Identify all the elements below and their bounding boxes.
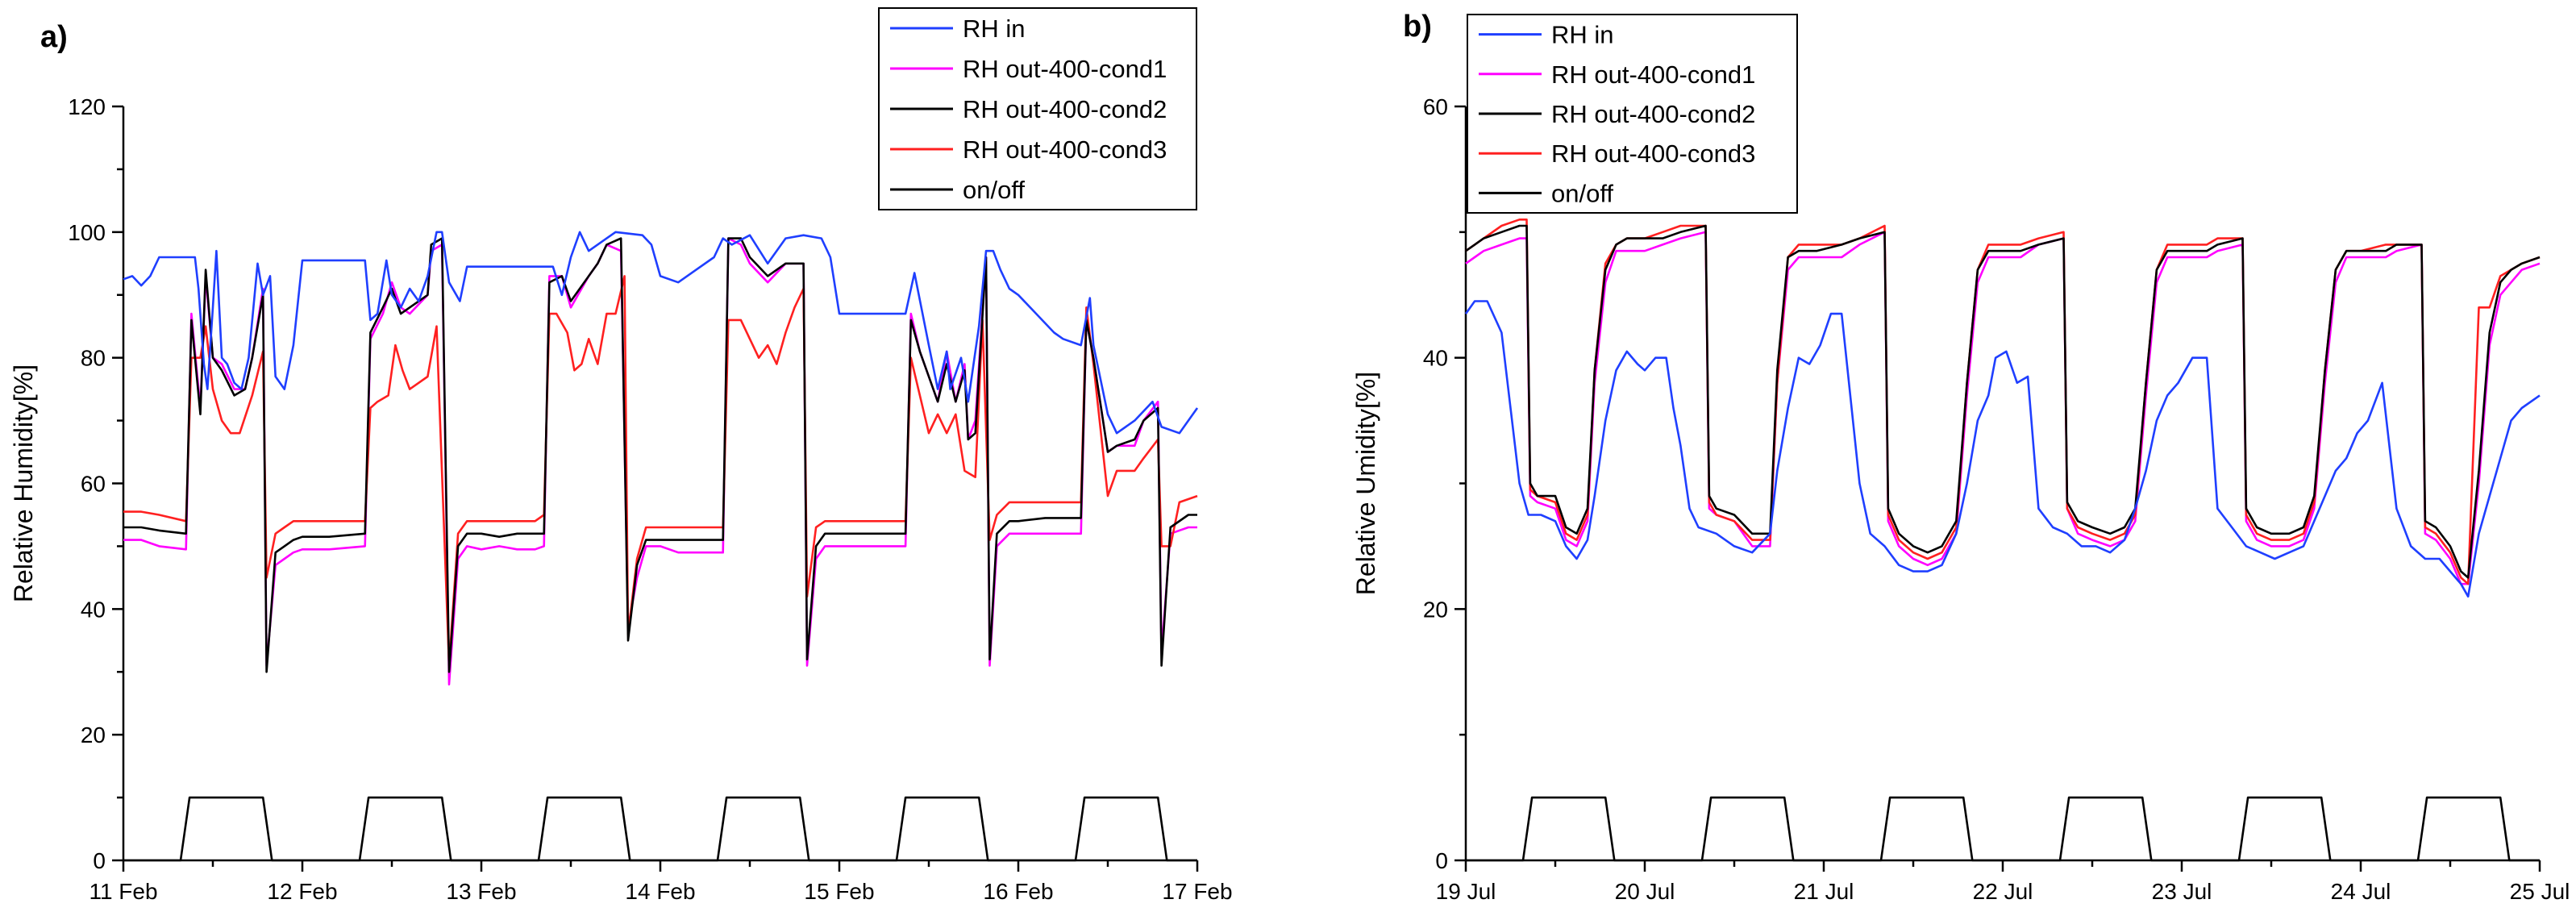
x-tick-label: 12 Feb — [267, 879, 337, 904]
series-line-on-off — [1466, 796, 2540, 862]
y-axis-title: Relative Umidity[%] — [1351, 372, 1380, 595]
series-line-rh-out-400-cond2 — [123, 237, 1197, 673]
series-line-rh-out-400-cond1 — [1465, 231, 2541, 585]
legend-label: RH out-400-cond1 — [1551, 60, 1755, 89]
panel-label: a) — [40, 20, 68, 54]
legend-label: RH out-400-cond3 — [963, 135, 1167, 164]
y-tick-label: 40 — [1423, 346, 1448, 371]
y-tick-label: 120 — [68, 94, 106, 119]
x-tick-label: 21 Jul — [1794, 879, 1854, 904]
x-tick-label: 23 Jul — [2152, 879, 2212, 904]
x-tick-label: 16 Feb — [983, 879, 1053, 904]
x-tick-label: 19 Jul — [1436, 879, 1496, 904]
y-tick-label: 0 — [1435, 848, 1448, 873]
panel-a-chart: 0 20 40 60 80 100 120 11 Feb 12 Feb 13 Feb 14 Feb 1… — [9, 7, 1233, 904]
series-line-rh-in — [1464, 300, 2541, 598]
legend-label: RH out-400-cond1 — [963, 55, 1167, 83]
y-tick-label: 80 — [81, 346, 106, 371]
x-tick-label: 17 Feb — [1162, 879, 1232, 904]
series-line-rh-in — [123, 231, 1199, 435]
legend-label: RH out-400-cond3 — [1551, 139, 1755, 168]
legend-label: RH in — [963, 15, 1026, 43]
x-tick-label: 20 Jul — [1615, 879, 1675, 904]
series-line-rh-out-400-cond2 — [1465, 224, 2541, 579]
legend-label: RH in — [1551, 21, 1614, 49]
x-tick-label: 11 Feb — [89, 879, 157, 904]
x-tick-label: 24 Jul — [2331, 879, 2391, 904]
x-tick-label: 25 Jul — [2510, 879, 2570, 904]
panel-label: b) — [1403, 10, 1432, 44]
series-line-rh-out-400-cond3 — [1465, 219, 2541, 585]
y-tick-label: 0 — [93, 848, 106, 873]
legend-label: RH out-400-cond2 — [963, 95, 1167, 123]
panel-b-chart: 0 20 40 60 19 Jul 20 Jul 21 Jul 22 Jul 23 Jul 24 … — [1351, 10, 2570, 904]
y-tick-label: 100 — [68, 220, 106, 245]
y-tick-label: 20 — [1423, 597, 1448, 622]
legend-label: on/off — [1551, 179, 1613, 207]
legend-label: on/off — [963, 176, 1025, 204]
y-tick-label: 60 — [81, 472, 106, 497]
y-tick-label: 60 — [1423, 94, 1448, 119]
legend: RH in RH out-400-cond1 RH out-400-cond2 RH … — [878, 7, 1197, 210]
y-tick-label: 40 — [81, 597, 106, 622]
legend-label: RH out-400-cond2 — [1551, 100, 1755, 128]
series-line-rh-out-400-cond3 — [123, 275, 1198, 667]
series-line-on-off — [123, 796, 1197, 862]
x-tick-label: 14 Feb — [625, 879, 695, 904]
x-tick-label: 22 Jul — [1973, 879, 2033, 904]
y-axis-title: Relative Humidity[%] — [9, 364, 38, 602]
legend: RH in RH out-400-cond1 RH out-400-cond2 RH … — [1467, 14, 1798, 214]
y-tick-label: 20 — [81, 722, 106, 747]
x-tick-label: 13 Feb — [446, 879, 516, 904]
series-line-rh-out-400-cond1 — [123, 237, 1197, 686]
x-tick-label: 15 Feb — [804, 879, 874, 904]
